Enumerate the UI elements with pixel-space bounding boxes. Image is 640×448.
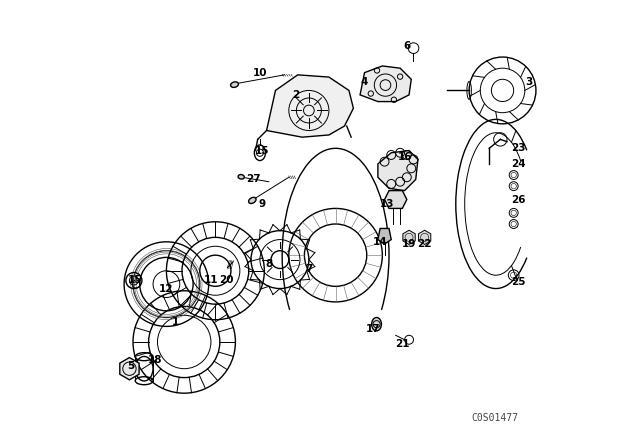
Polygon shape (267, 75, 353, 137)
Text: 15: 15 (128, 275, 143, 284)
Text: 27: 27 (246, 174, 260, 185)
Text: 16: 16 (397, 152, 412, 162)
Polygon shape (378, 228, 391, 244)
Text: 11: 11 (204, 275, 218, 284)
Text: 20: 20 (220, 275, 234, 284)
Ellipse shape (372, 318, 381, 331)
Text: 9: 9 (259, 199, 266, 209)
Ellipse shape (238, 175, 244, 179)
Text: 2: 2 (292, 90, 299, 100)
Text: C0S01477: C0S01477 (472, 413, 518, 422)
Text: 14: 14 (372, 237, 387, 247)
Text: 7: 7 (305, 263, 312, 274)
Text: 6: 6 (403, 41, 410, 51)
Text: 13: 13 (380, 199, 394, 209)
Polygon shape (378, 151, 418, 190)
Ellipse shape (230, 82, 239, 87)
Polygon shape (385, 190, 407, 208)
Text: 10: 10 (253, 68, 267, 78)
Text: 12: 12 (159, 284, 173, 293)
Text: 5: 5 (127, 362, 134, 371)
Text: 22: 22 (417, 239, 432, 249)
Text: 15: 15 (255, 146, 269, 155)
Text: 24: 24 (511, 159, 525, 169)
Text: 1: 1 (172, 317, 179, 327)
Polygon shape (403, 230, 415, 245)
Text: 8: 8 (265, 259, 273, 269)
Text: 18: 18 (148, 355, 163, 365)
Ellipse shape (248, 197, 256, 203)
Text: 4: 4 (361, 77, 368, 86)
Text: 21: 21 (395, 339, 410, 349)
Text: 25: 25 (511, 277, 525, 287)
Text: 17: 17 (366, 323, 381, 334)
Polygon shape (360, 66, 412, 102)
Text: 19: 19 (402, 239, 416, 249)
Text: 26: 26 (511, 194, 525, 205)
Text: 3: 3 (525, 77, 533, 86)
Polygon shape (419, 230, 431, 245)
Polygon shape (120, 358, 139, 380)
Text: 23: 23 (511, 143, 525, 153)
